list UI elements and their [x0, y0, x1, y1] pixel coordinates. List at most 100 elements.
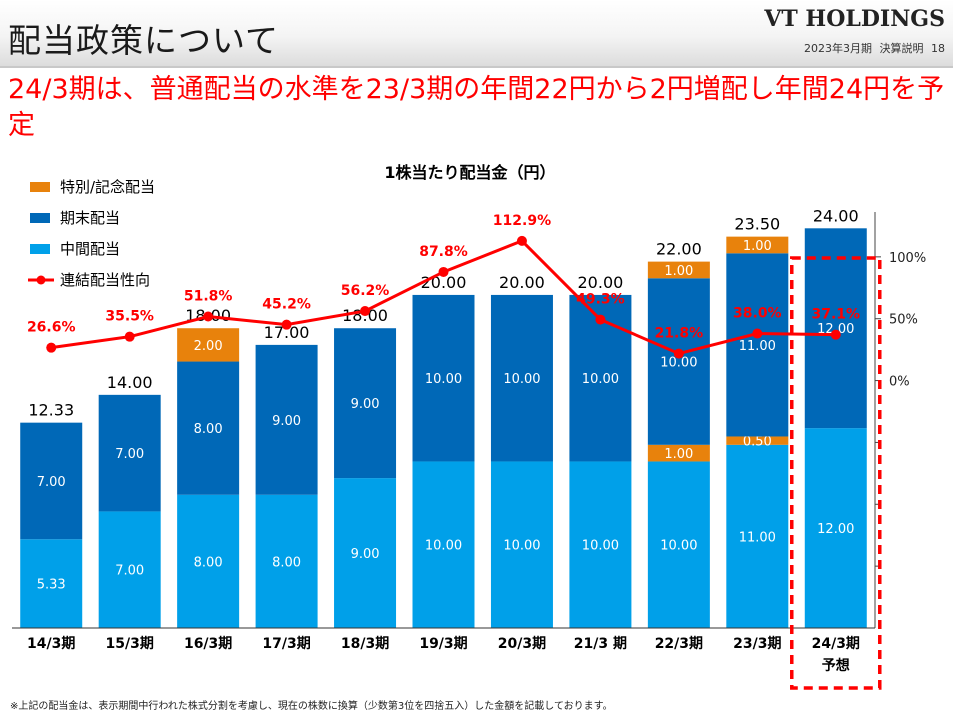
payout-label: 56.2% [341, 283, 390, 299]
payout-point [46, 342, 57, 353]
bar-interim-label: 9.00 [351, 547, 380, 562]
bar-interim-label: 7.00 [115, 564, 144, 579]
payout-label: 26.6% [27, 320, 76, 336]
bar-interim [569, 461, 632, 628]
payout-label: 38.0% [733, 306, 782, 322]
payout-point [203, 311, 214, 322]
bar-special-label: 1.00 [664, 264, 693, 279]
x-tick-label: 22/3期 [655, 636, 703, 652]
bar-interim [726, 444, 789, 628]
bar-interim-label: 10.00 [503, 539, 540, 554]
payout-label: 21.8% [655, 326, 704, 342]
x-tick-label: 19/3期 [419, 636, 467, 652]
bar-special-label: 0.50 [743, 435, 772, 450]
bar-special [726, 236, 789, 254]
bar-interim-label: 10.00 [582, 539, 619, 554]
bar-year-end-label: 10.00 [503, 372, 540, 387]
bar-total-label: 20.00 [499, 273, 545, 292]
bar-total-label: 17.00 [264, 323, 310, 342]
bar-special [726, 436, 789, 445]
payout-point [124, 331, 135, 342]
payout-label: 51.8% [184, 288, 233, 304]
legend-label-special: 特別/記念配当 [60, 178, 155, 196]
bar-special-label: 2.00 [194, 339, 223, 354]
company-logo: VT HOLDINGS [764, 6, 945, 32]
bar-year-end [490, 294, 553, 462]
bar-year-end-label: 9.00 [351, 397, 380, 412]
bar-year-end [177, 361, 240, 495]
bar-interim [334, 478, 397, 628]
bar-interim-label: 10.00 [660, 539, 697, 554]
bar-total-label: 20.00 [578, 273, 624, 292]
bar-total-label: 24.00 [813, 206, 859, 225]
forecast-note: 予想 [822, 657, 850, 674]
slide-subtitle: 2023年3月期 決算説明 18 [804, 42, 945, 55]
bar-total-label: 22.00 [656, 240, 702, 259]
bar-interim [490, 461, 553, 628]
bar-total-label: 14.00 [107, 373, 153, 392]
bar-year-end [647, 278, 710, 445]
bar-interim [255, 494, 318, 628]
forecast-highlight-box [790, 256, 882, 690]
legend-swatch-year_end [30, 213, 50, 223]
legend-label-year_end: 期末配当 [60, 209, 120, 227]
headline: 24/3期は、普通配当の水準を23/3期の年間22円から2円増配し年間24円を予… [8, 74, 945, 141]
payout-label: 87.8% [419, 244, 468, 260]
bar-interim-label: 8.00 [194, 555, 223, 570]
bar-year-end-label: 7.00 [115, 447, 144, 462]
legend-swatch-special [30, 182, 50, 192]
bar-total-label: 12.33 [28, 401, 74, 420]
bar-year-end-label: 8.00 [194, 422, 223, 437]
bar-total-label: 23.50 [734, 215, 780, 234]
payout-point [830, 329, 841, 340]
bar-year-end-label: 10.00 [660, 356, 697, 371]
bar-year-end [726, 253, 789, 437]
bar-special [647, 261, 710, 279]
bar-special [647, 444, 710, 462]
bar-year-end-label: 7.00 [37, 475, 66, 490]
right-axis-tick-label: 50% [889, 313, 918, 328]
bar-interim [647, 461, 710, 628]
payout-label: 49.3% [576, 292, 625, 308]
payout-point [752, 328, 763, 339]
bar-interim [177, 494, 240, 628]
payout-label: 45.2% [262, 297, 311, 313]
bar-interim-label: 5.33 [37, 578, 66, 593]
payout-point [438, 266, 449, 277]
right-axis-tick-label: 0% [889, 375, 910, 390]
legend-marker-payout [36, 275, 46, 285]
footnote: ※上記の配当金は、表示期間中行われた株式分割を考慮し、現在の株数に換算（少数第3… [10, 701, 613, 712]
legend-label-payout: 連結配当性向 [60, 271, 150, 289]
bar-year-end-label: 10.00 [425, 372, 462, 387]
dividend-chart: 1株当たり配当金（円） 100% 50% 0% 5.33 7.00 12.33 14/3期 7.… [12, 163, 926, 690]
payout-label: 35.5% [105, 309, 154, 325]
header-bar [0, 0, 953, 68]
bar-year-end [804, 228, 867, 429]
bar-special-label: 1.00 [664, 447, 693, 462]
x-tick-label: 17/3期 [262, 636, 310, 652]
bar-year-end [334, 328, 397, 479]
right-axis-tick-label: 100% [889, 251, 926, 266]
bar-special [177, 328, 240, 362]
bar-interim-label: 10.00 [425, 539, 462, 554]
bar-year-end-label: 9.00 [272, 414, 301, 429]
x-tick-label: 24/3期 [812, 636, 860, 652]
x-tick-label: 23/3期 [733, 636, 781, 652]
x-tick-label: 18/3期 [341, 636, 389, 652]
bar-interim-label: 11.00 [739, 530, 776, 545]
bar-year-end [98, 394, 161, 512]
bar-special-label: 1.00 [743, 239, 772, 254]
page-title: 配当政策について [8, 21, 280, 60]
x-tick-label: 21/3 期 [574, 636, 627, 652]
bar-interim [98, 511, 161, 628]
bar-year-end [412, 294, 475, 462]
bar-interim [804, 428, 867, 628]
x-tick-label: 20/3期 [498, 636, 546, 652]
payout-point [516, 235, 527, 246]
x-tick-label: 15/3期 [106, 636, 154, 652]
bar-interim [20, 539, 83, 628]
chart-title: 1株当たり配当金（円） [384, 163, 555, 182]
bar-interim-label: 8.00 [272, 555, 301, 570]
payout-label: 112.9% [493, 213, 551, 229]
bar-interim-label: 12.00 [817, 522, 854, 537]
